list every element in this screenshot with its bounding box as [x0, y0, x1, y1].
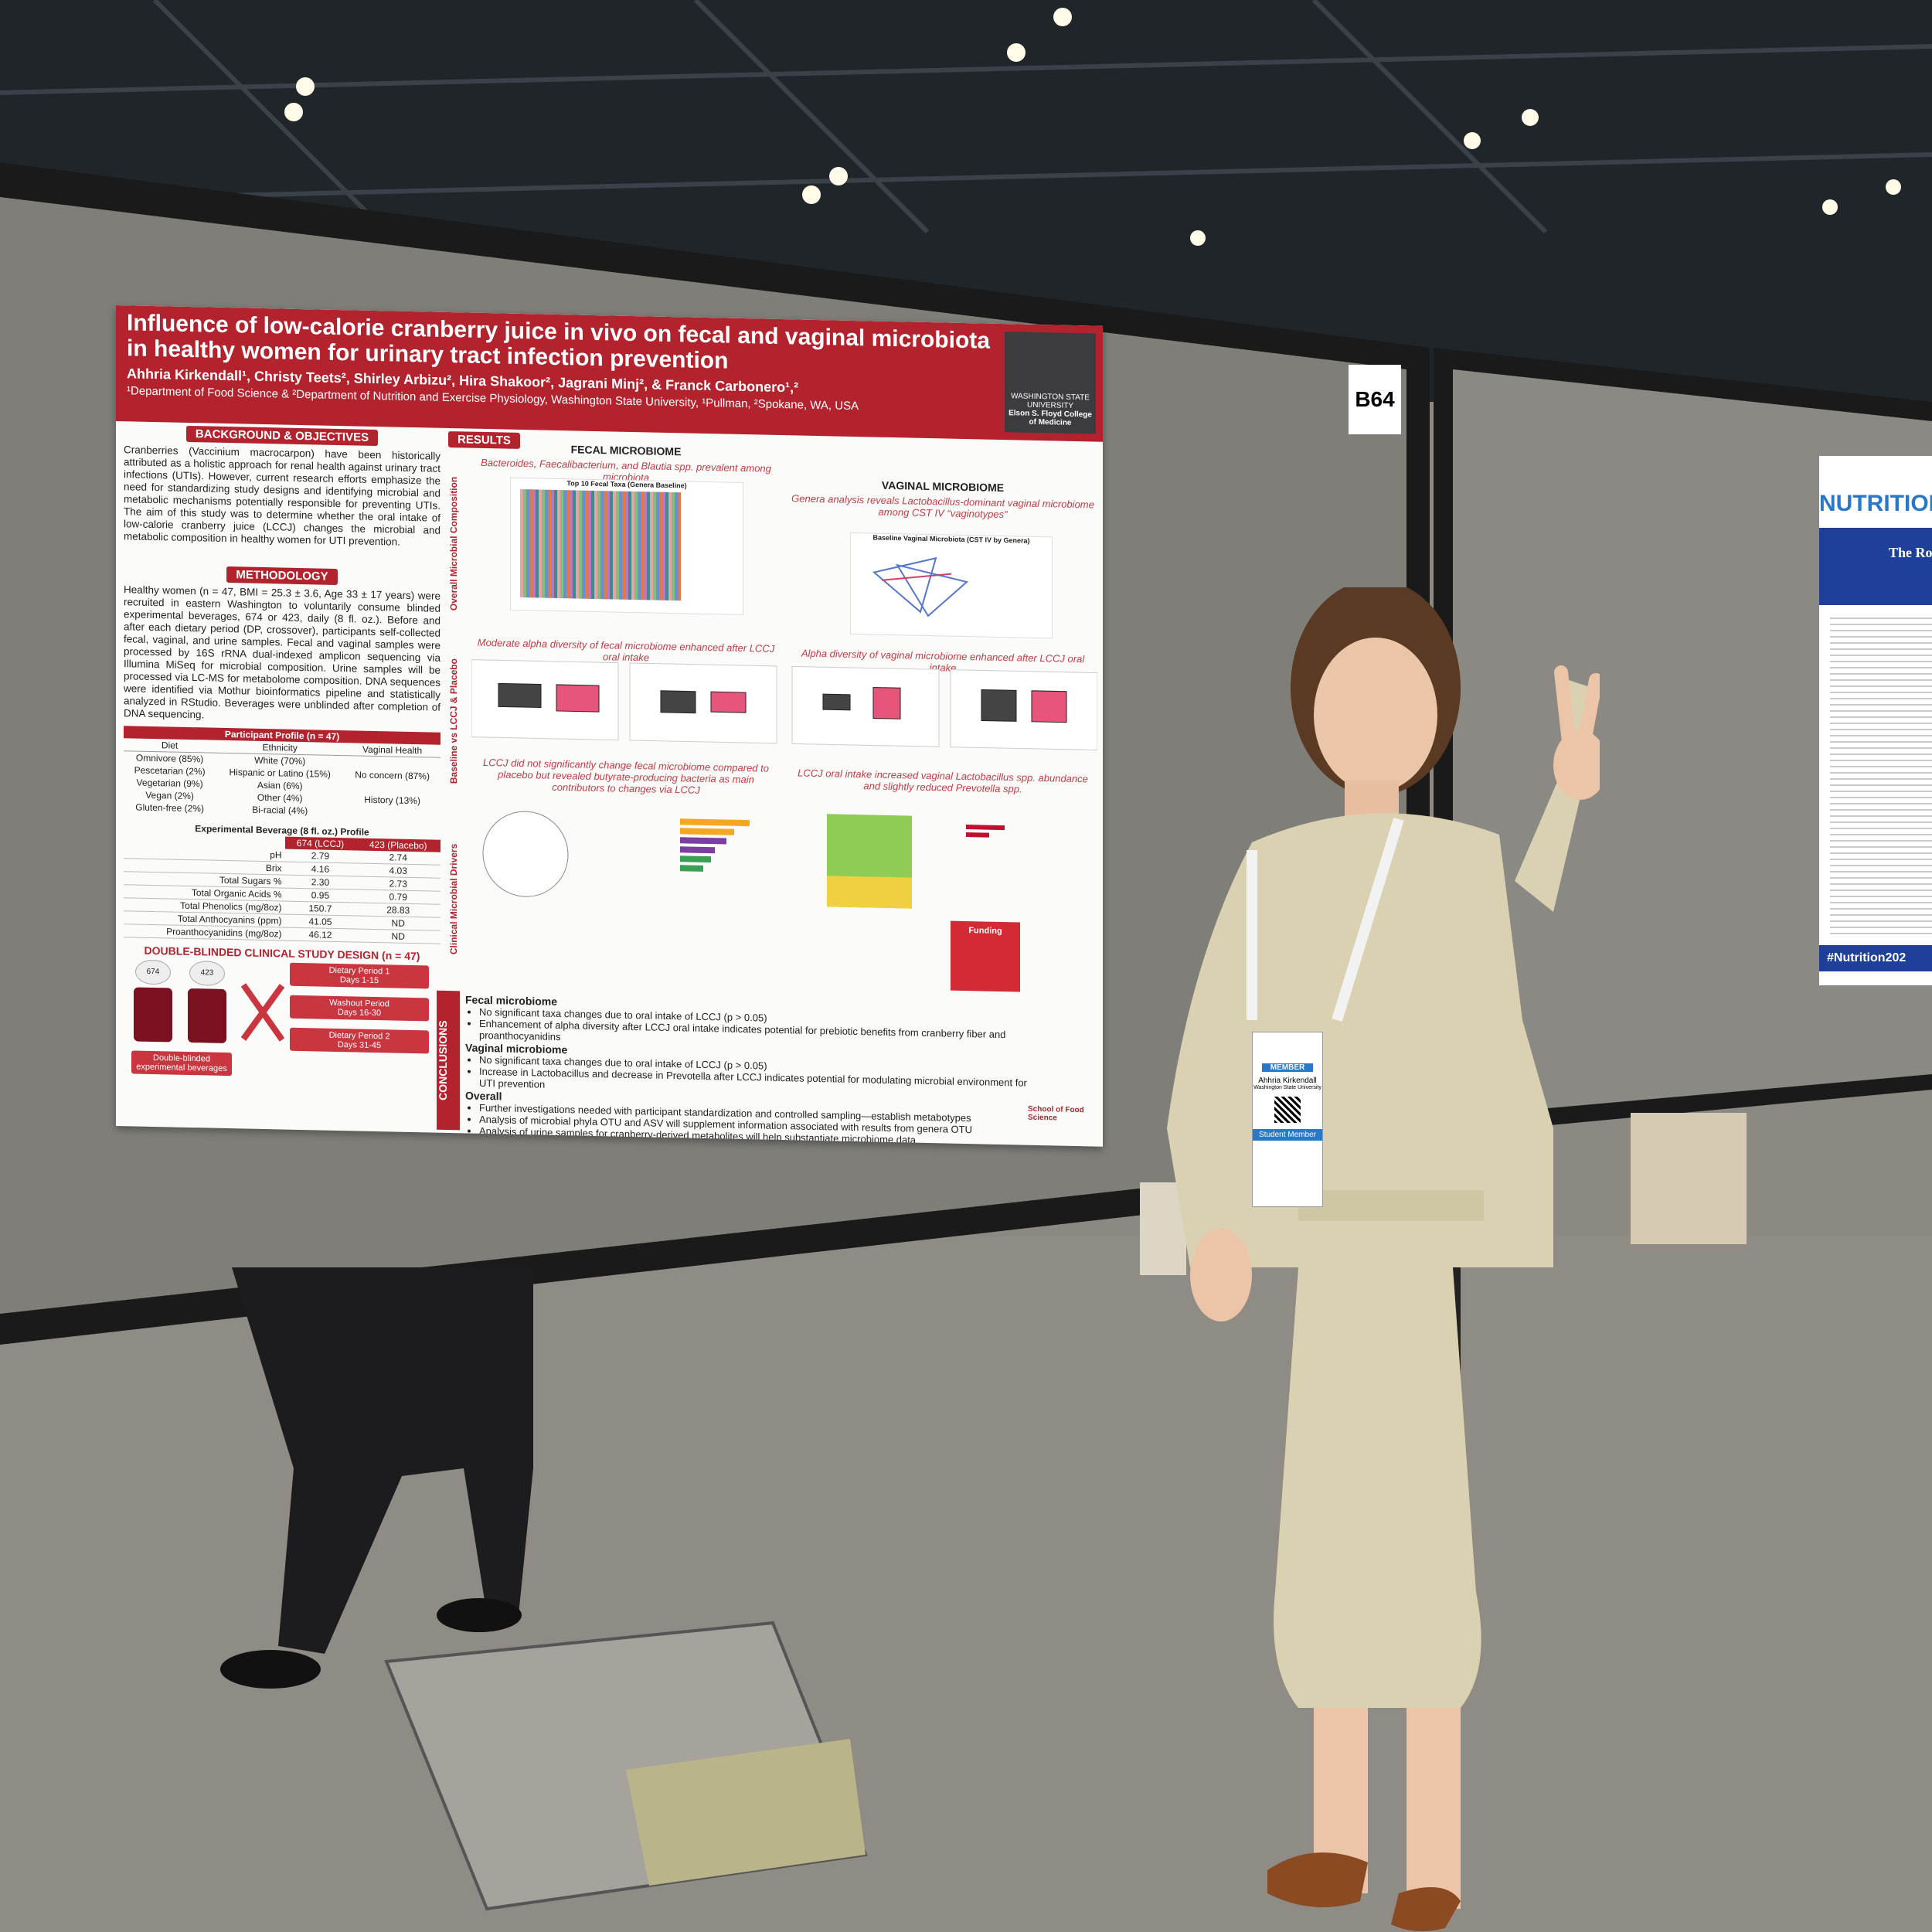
table-cell: 46.12 — [308, 929, 332, 940]
left-hand — [1190, 1229, 1252, 1321]
column-header: 674 (LCCJ) — [284, 836, 356, 851]
badge-affiliation: Washington State University — [1253, 1085, 1321, 1090]
bottle: 423 — [185, 960, 229, 1043]
badge-type: MEMBER — [1262, 1063, 1313, 1072]
table-cell: 2.79 — [311, 850, 330, 862]
badge-name: Ahhria Kirkendall — [1258, 1077, 1317, 1085]
methodology-text: Healthy women (n = 47, BMI = 25.3 ± 3.6,… — [124, 583, 440, 721]
neighbor-title: The Role of — [1819, 528, 1932, 605]
poster: Influence of low-calorie cranberry juice… — [116, 305, 1103, 1147]
driver-figures — [482, 811, 1005, 909]
fecal-figure: Top 10 Fecal Taxa (Genera Baseline) — [510, 477, 743, 616]
floor-plate-yellow — [626, 1739, 866, 1886]
row-label: Baseline vs LCCJ & Placebo — [448, 658, 459, 784]
row-label: Clinical Microbial Drivers — [448, 843, 459, 955]
table-cell: 41.05 — [308, 916, 332, 927]
alpha-boxplots — [471, 659, 1097, 751]
neighbor-poster: NUTRITION The Role of #Nutrition202 — [1819, 456, 1932, 985]
table-cell: 2.30 — [311, 876, 330, 888]
table-cell: Bi-racial (4%) — [252, 804, 308, 817]
neighbor-banner: NUTRITION — [1819, 491, 1932, 516]
beverage-table: Experimental Beverage (8 fl. oz.) Profil… — [124, 821, 440, 944]
booth-sign: B64 — [1349, 365, 1401, 434]
table-cell: 0.95 — [311, 889, 330, 901]
table-cell: ND — [391, 930, 405, 942]
design-step: Washout Period Days 16-30 — [290, 995, 429, 1022]
belt — [1298, 1190, 1484, 1221]
background-person-legs — [1631, 1113, 1747, 1244]
name-badge: MEMBER Ahhria Kirkendall Washington Stat… — [1252, 1032, 1323, 1207]
poster-board-right — [1453, 369, 1932, 1117]
visitor-legs — [232, 1267, 533, 1654]
left-column: BACKGROUND & OBJECTIVES Cranberries (Vac… — [124, 424, 440, 1082]
face — [1314, 638, 1437, 792]
peace-sign — [1554, 665, 1600, 749]
participant-table: Participant Profile (n = 47) Diet Ethnicit… — [124, 726, 440, 820]
design-caption: Double-blinded experimental beverages — [131, 1050, 232, 1077]
bottle-cap-label: 674 — [135, 959, 171, 985]
conclusions-heading: CONCLUSIONS — [437, 990, 460, 1131]
section-heading: BACKGROUND & OBJECTIVES — [185, 425, 379, 447]
qr-code — [1274, 1097, 1301, 1123]
badge-category: Student Member — [1253, 1129, 1322, 1141]
table: Participant Profile (n = 47) Diet Ethnicit… — [124, 726, 440, 820]
step-days: Days 16-30 — [337, 1008, 382, 1019]
bottle-body — [134, 987, 172, 1043]
table-cell: Proanthocyanidins (mg/8oz) — [166, 926, 282, 940]
neighbor-hashtag: #Nutrition202 — [1819, 945, 1932, 971]
table-cell — [344, 805, 440, 820]
bottle-cap-label: 423 — [189, 960, 225, 986]
stacked-bars — [520, 488, 681, 601]
logo-institution: WASHINGTON STATE UNIVERSITY — [1011, 392, 1090, 410]
table-cell: Gluten-free (2%) — [135, 801, 204, 815]
shoe — [1267, 1852, 1368, 1907]
table: Experimental Beverage (8 fl. oz.) Profil… — [124, 821, 440, 944]
logo-college: Elson S. Floyd College of Medicine — [1009, 409, 1092, 427]
design-steps: Dietary Period 1 Days 1-15 Washout Period D… — [290, 962, 429, 1054]
row-labels: Overall Microbial Composition Baseline vs… — [448, 454, 467, 988]
ceiling-truss — [0, 0, 1932, 234]
presenter — [1167, 587, 1600, 1931]
table-cell: 150.7 — [308, 903, 332, 914]
hand — [1553, 730, 1600, 800]
background-text: Cranberries (Vaccinium macrocarpon) have… — [124, 444, 440, 548]
bottle-body — [188, 988, 226, 1043]
funding-box: Funding — [951, 920, 1020, 992]
step-days: Days 1-15 — [339, 975, 379, 986]
shoe — [1391, 1887, 1461, 1931]
step-days: Days 31-45 — [337, 1040, 382, 1051]
design-step: Dietary Period 1 Days 1-15 — [290, 962, 429, 989]
ordination-plot — [872, 556, 969, 617]
ceiling-lights — [284, 8, 1901, 246]
title-band: Influence of low-calorie cranberry juice… — [116, 305, 1103, 442]
vaginal-drivers: LCCJ oral intake increased vaginal Lacto… — [798, 767, 1088, 795]
visitor-shoe — [437, 1598, 522, 1632]
footer-logo: School of Food Science — [1028, 1104, 1084, 1123]
college-logo: WASHINGTON STATE UNIVERSITY Elson S. Flo… — [1005, 332, 1096, 434]
vaginal-finding: Genera analysis reveals Lactobacillus-do… — [791, 492, 1094, 521]
conclusions: Fecal microbiomeNo significant taxa chan… — [465, 992, 1037, 1146]
vaginal-figure: Baseline Vaginal Microbiota (CST IV by G… — [850, 532, 1053, 639]
design-step: Dietary Period 2 Days 31-45 — [290, 1027, 429, 1054]
crossover-arrows — [240, 983, 285, 1042]
visitor-shoe — [220, 1650, 321, 1689]
leg — [1406, 1708, 1461, 1909]
table-cell: 4.16 — [311, 863, 330, 875]
lanyard — [1247, 817, 1404, 1022]
neighbor-text — [1830, 613, 1932, 937]
section-heading: METHODOLOGY — [226, 566, 338, 586]
bottle: 674 — [131, 959, 175, 1043]
design-diagram: 674 423 Double-blinded experimental bever… — [124, 959, 440, 1082]
row-label: Overall Microbial Composition — [448, 476, 459, 611]
bottles: 674 423 — [131, 959, 247, 1043]
results-area: RESULTS Overall Microbial Composition Bas… — [448, 431, 1097, 1002]
